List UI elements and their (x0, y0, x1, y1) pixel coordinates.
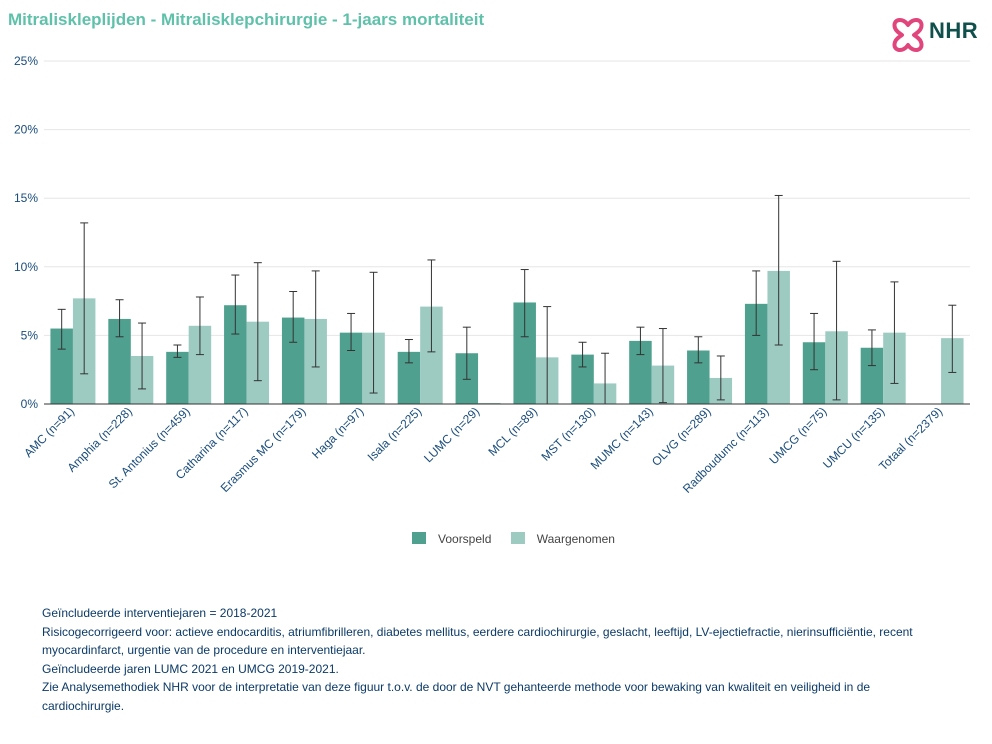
bar-voorspeld (281, 317, 305, 404)
x-axis-labels: AMC (n=91)Amphia (n=228)St. Antonius (n=… (21, 404, 945, 496)
x-tick-label: AMC (n=91) (21, 404, 77, 460)
x-tick-label: Haga (n=97) (309, 404, 366, 461)
nhr-logo: NHR (889, 16, 984, 56)
grid-lines (44, 60, 970, 336)
legend-item-voorspeld[interactable]: Voorspeld (412, 532, 491, 546)
footnote-included-years: Geïncludeerde jaren LUMC 2021 en UMCG 20… (42, 661, 339, 676)
bar-voorspeld (50, 328, 73, 404)
bar-voorspeld (339, 332, 363, 404)
bar-voorspeld (802, 342, 826, 404)
heart-cross-icon (892, 18, 924, 52)
footnote-methodology: Zie Analysemethodiek NHR voor de interpr… (42, 680, 871, 713)
bar-voorspeld (687, 350, 710, 404)
legend: Voorspeld Waargenomen (412, 532, 631, 546)
error-bars (57, 194, 957, 405)
legend-item-waargenomen[interactable]: Waargenomen (510, 532, 615, 546)
bar-voorspeld (629, 340, 652, 404)
bar-voorspeld (744, 303, 768, 404)
bar-voorspeld (860, 347, 884, 404)
x-tick-label: UMCG (n=75) (766, 404, 829, 467)
x-tick-label: MUMC (n=143) (588, 404, 656, 472)
legend-swatch-voorspeld (412, 532, 426, 544)
footnotes: Geïncludeerde interventiejaren = 2018-20… (42, 604, 942, 715)
y-tick-label: 10% (14, 260, 38, 274)
y-tick-label: 25% (14, 54, 38, 68)
bar-chart: 0% 5% 10% 15% 20% 25% AMC (n=91)Amphia (n=228… (14, 54, 970, 496)
bar-voorspeld (571, 354, 594, 404)
x-tick-label: MCL (n=89) (485, 404, 540, 459)
chart-title: Mitraliskleplijden - Mitralisklepchirurg… (8, 10, 485, 29)
legend-label-voorspeld: Voorspeld (438, 532, 492, 546)
footnote-risk-adjustment: Risicogecorrigeerd voor: actieve endocar… (42, 624, 913, 658)
y-tick-label: 20% (14, 123, 38, 137)
bar-voorspeld (224, 305, 247, 404)
legend-label-waargenomen: Waargenomen (536, 532, 615, 546)
bar-waargenomen (188, 325, 212, 404)
bar-waargenomen (420, 306, 443, 404)
footnote-years: Geïncludeerde interventiejaren = 2018-20… (42, 606, 278, 620)
y-axis-ticks: 0% 5% 10% 15% 20% 25% (14, 54, 38, 411)
y-tick-label: 0% (21, 397, 39, 411)
x-tick-label: Isala (n=225) (365, 404, 425, 464)
y-tick-label: 15% (14, 191, 38, 205)
bar-voorspeld (108, 318, 131, 404)
legend-swatch-waargenomen (510, 532, 525, 544)
bars (50, 270, 964, 404)
x-tick-label: LUMC (n=29) (421, 404, 482, 465)
x-tick-label: MST (n=130) (538, 404, 598, 464)
y-tick-label: 5% (21, 328, 39, 342)
bar-voorspeld (397, 351, 421, 404)
bar-voorspeld (513, 302, 536, 404)
bar-voorspeld (166, 351, 189, 404)
logo-text: NHR (929, 18, 979, 43)
x-tick-label: OLVG (n=289) (649, 404, 714, 469)
